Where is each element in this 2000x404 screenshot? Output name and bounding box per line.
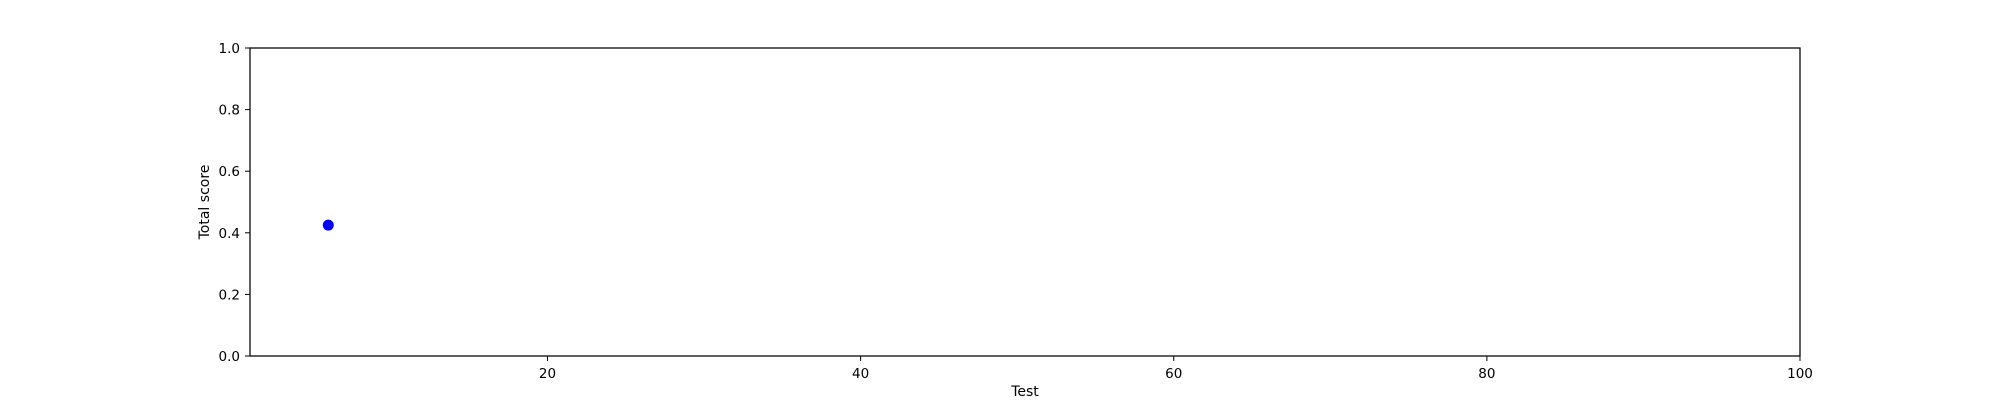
plot-frame	[249, 47, 1801, 357]
y-tick-label: 0.0	[219, 349, 240, 365]
y-axis-label: Total score	[197, 165, 213, 241]
x-tick-label: 40	[852, 366, 869, 382]
data-points	[322, 219, 334, 231]
x-axis-label: Test	[1010, 384, 1039, 400]
y-tick-label: 0.2	[219, 287, 240, 303]
data-point	[322, 219, 334, 231]
x-tick-label: 60	[1165, 366, 1182, 382]
x-tick-label: 100	[1787, 366, 1813, 382]
x-tick-label: 80	[1478, 366, 1495, 382]
y-tick-label: 1.0	[219, 41, 240, 57]
x-tick-label: 20	[539, 366, 556, 382]
x-axis-ticks: 20 40 60 80 100	[539, 356, 1813, 382]
y-tick-label: 0.4	[219, 226, 240, 242]
y-tick-label: 0.6	[219, 164, 240, 180]
y-tick-label: 0.8	[219, 103, 240, 119]
plot-area	[250, 48, 1800, 356]
y-axis-ticks: 0.0 0.2 0.4 0.6 0.8 1.0	[219, 41, 250, 365]
